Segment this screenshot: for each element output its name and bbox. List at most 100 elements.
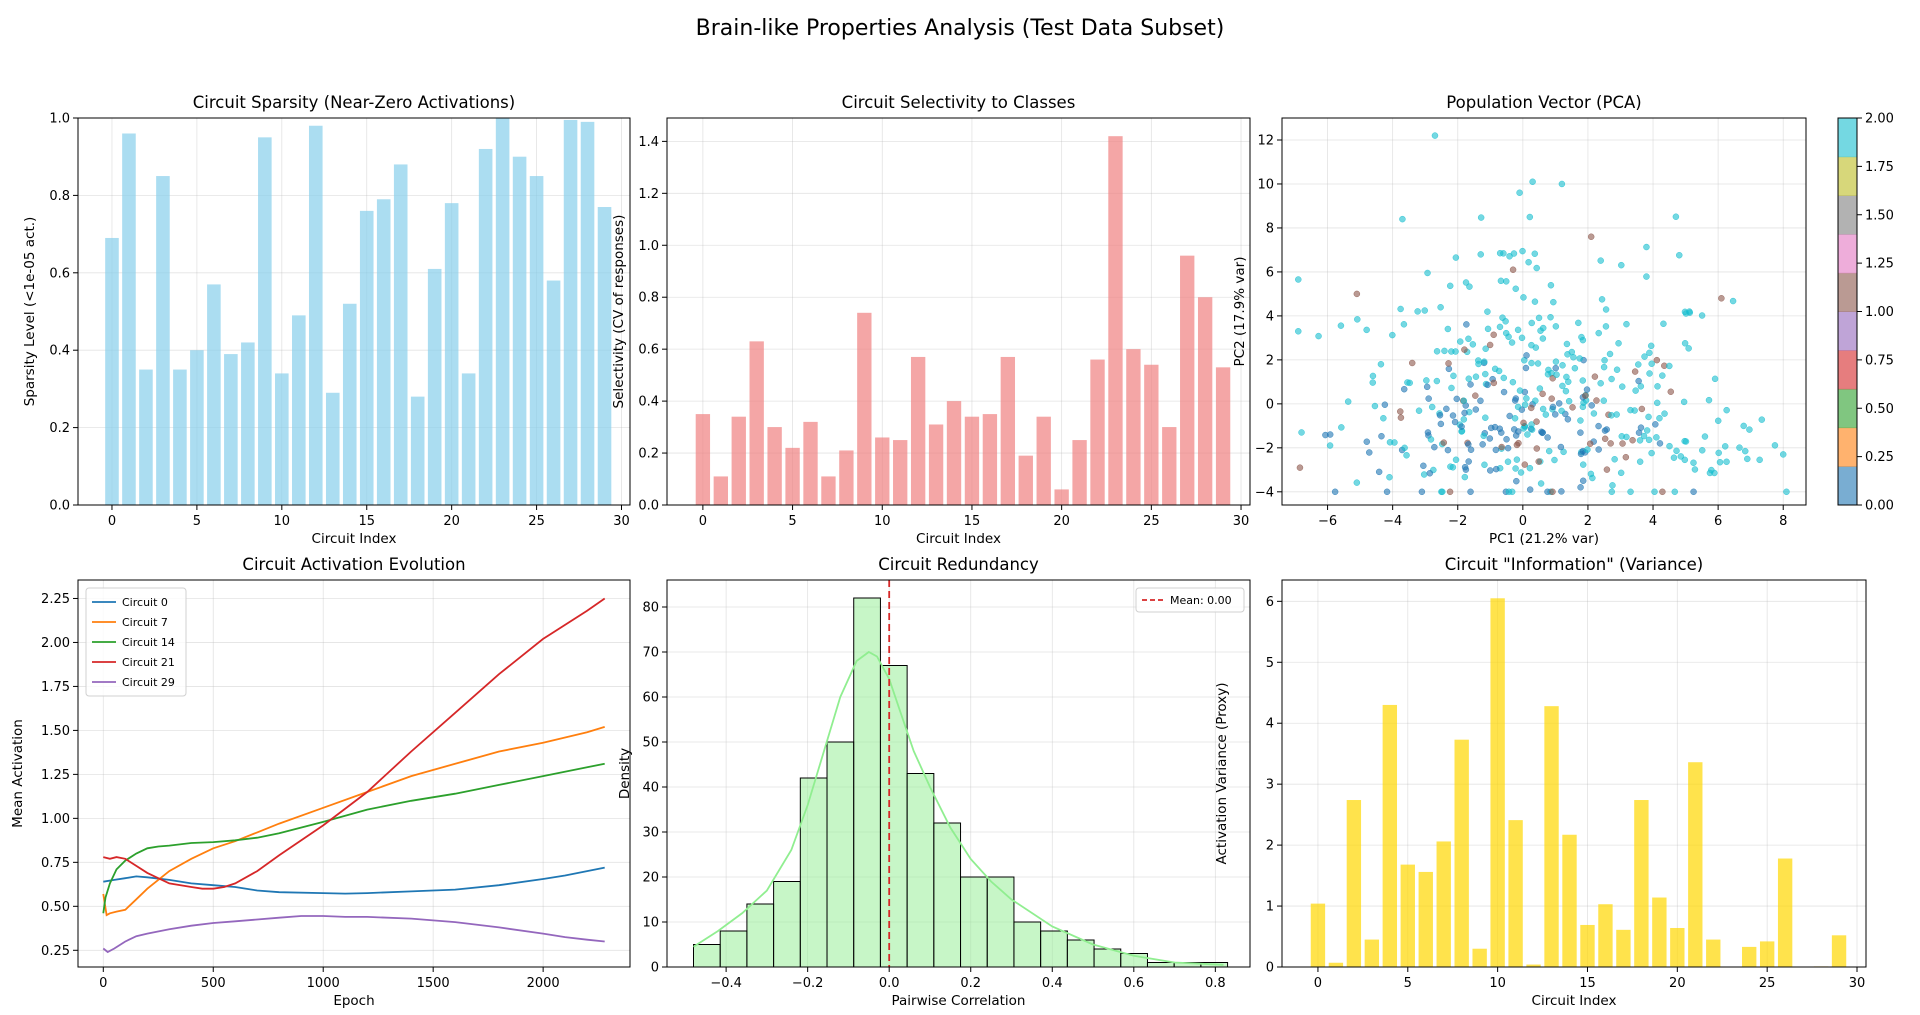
bar [1382, 704, 1398, 967]
scatter-point [1500, 388, 1508, 396]
colorbar-tick-label: 0.50 [1865, 402, 1894, 417]
scatter-point [1497, 277, 1505, 285]
x-axis-label: Circuit Index [1532, 993, 1617, 1009]
y-tick-label: 0.8 [49, 189, 70, 204]
x-tick-label: 0 [699, 514, 707, 529]
scatter-point [1582, 392, 1589, 399]
scatter-point [1298, 429, 1305, 436]
scatter-point [1586, 440, 1594, 448]
scatter-point [1504, 444, 1512, 452]
scatter-point [1611, 456, 1618, 463]
scatter-point [1568, 348, 1576, 356]
scatter-point [1545, 447, 1553, 455]
scatter-point [1532, 344, 1540, 351]
scatter-point [1598, 296, 1606, 303]
x-tick-label: 10 [874, 514, 891, 529]
y-tick-label: 8 [1266, 221, 1274, 236]
scatter-point [1378, 432, 1385, 440]
scatter-point [1636, 458, 1644, 465]
scatter-point [1518, 334, 1526, 342]
scatter-point [1595, 446, 1602, 453]
scatter-point [1627, 488, 1634, 496]
scatter-point [1602, 306, 1610, 313]
scatter-point [1418, 488, 1426, 496]
y-tick-label: 0.4 [49, 344, 70, 359]
scatter-point [1498, 443, 1505, 451]
y-tick-label: 0 [1266, 397, 1274, 412]
scatter-point [1426, 470, 1434, 477]
scatter-point [1467, 446, 1475, 453]
scatter-point [1425, 395, 1432, 402]
scatter-point [1529, 178, 1536, 186]
scatter-point [1482, 414, 1489, 421]
scatter-point [1484, 308, 1491, 315]
scatter-point [1511, 415, 1519, 422]
scatter-point [1515, 428, 1522, 435]
y-tick-label: 0.75 [41, 856, 70, 871]
scatter-point [1558, 180, 1566, 188]
scatter-point [1338, 424, 1345, 431]
panel-title: Population Vector (PCA) [1446, 93, 1641, 112]
bar [1072, 440, 1087, 505]
scatter-point [1391, 439, 1398, 446]
scatter-point [1552, 358, 1560, 365]
scatter-point [1525, 258, 1532, 266]
scatter-point [1414, 308, 1421, 315]
histogram-bar [719, 930, 748, 968]
scatter-point [1449, 464, 1457, 471]
scatter-point [1609, 482, 1616, 489]
y-tick-label: 2.00 [41, 636, 70, 651]
scatter-point [1482, 370, 1489, 378]
y-tick-label: 80 [642, 601, 659, 616]
scatter-point [1654, 383, 1661, 390]
scatter-point [1400, 321, 1408, 328]
plot-area [695, 136, 1231, 505]
scatter-point [1595, 329, 1602, 337]
y-tick-label: 1.0 [49, 112, 70, 127]
scatter-point [1723, 406, 1730, 414]
scatter-point [1477, 397, 1484, 405]
scatter-point [1539, 324, 1547, 332]
scatter-point [1653, 434, 1660, 441]
x-tick-label: 0 [1314, 976, 1322, 991]
scatter-point [1514, 326, 1522, 334]
scatter-point [1465, 335, 1472, 343]
scatter-point [1506, 412, 1513, 420]
scatter-point [1627, 406, 1634, 414]
scatter-point [1659, 372, 1666, 379]
scatter-point [1458, 423, 1465, 430]
bar [1180, 255, 1195, 505]
scatter-point [1446, 488, 1454, 496]
bar [597, 207, 612, 505]
scatter-point [1386, 473, 1393, 481]
x-tick-label: 10 [274, 514, 291, 529]
scatter-point [1623, 320, 1630, 328]
scatter-point [1399, 215, 1406, 223]
bar [731, 416, 746, 505]
scatter-point [1539, 429, 1546, 437]
x-axis-label: Circuit Index [312, 531, 397, 547]
bar [122, 133, 136, 506]
scatter-point [1723, 458, 1730, 466]
scatter-point [1326, 442, 1334, 449]
bar [495, 118, 510, 505]
scatter-point [1534, 360, 1542, 367]
scatter-point [1690, 488, 1697, 496]
scatter-point [1452, 254, 1460, 261]
scatter-point [1326, 431, 1334, 438]
x-tick-label: 5 [788, 514, 796, 529]
scatter-point [1296, 464, 1304, 471]
x-tick-label: 5 [193, 514, 201, 529]
histogram-bar [933, 822, 962, 968]
panel-redundancy: −0.4 −0.2 0.0 0.2 0.4 0.6 0.8 0 10 20 30 40 50 60 70 80… [617, 555, 1251, 1009]
scatter-point [1591, 373, 1599, 380]
scatter-point [1617, 469, 1625, 477]
scatter-point [1593, 397, 1600, 404]
bar [529, 176, 544, 506]
scatter-point [1424, 429, 1432, 436]
histogram-bar [879, 665, 908, 968]
scatter-point [1680, 398, 1688, 406]
scatter-point [1472, 373, 1480, 380]
scatter-point [1577, 484, 1584, 491]
scatter-point [1652, 421, 1659, 428]
